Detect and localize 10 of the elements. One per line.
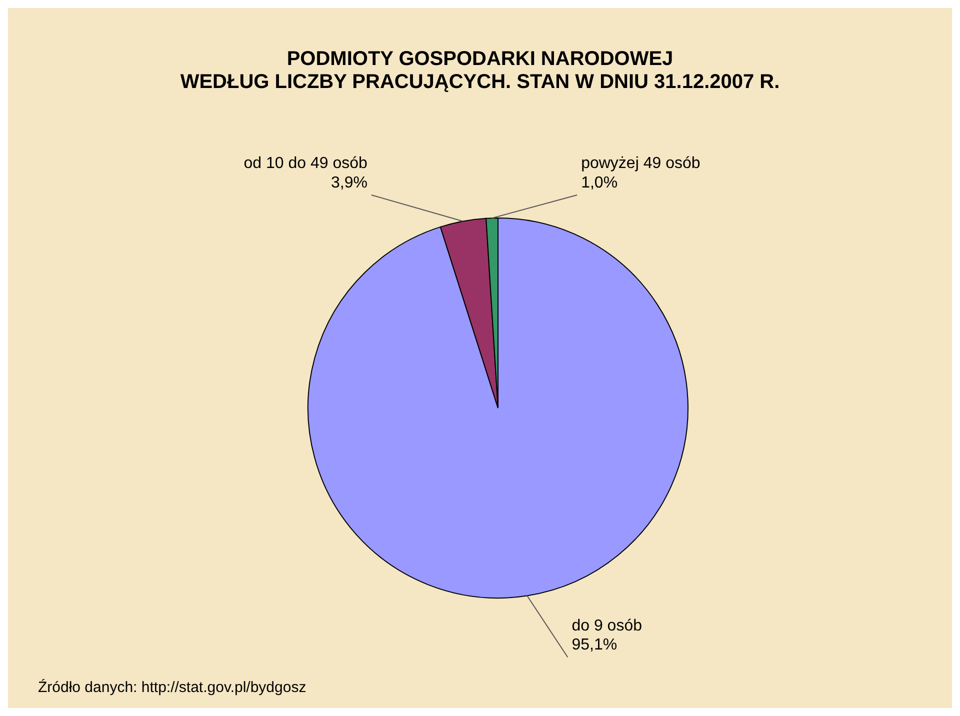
- slice-label: od 10 do 49 osób: [244, 155, 368, 172]
- data-label: 3,9%: [330, 174, 368, 192]
- chart-title: PODMIOTY GOSPODARKI NARODOWEJ: [286, 48, 674, 71]
- data-label: 95,1%: [572, 636, 618, 654]
- chart-subtitle: WEDŁUG LICZBY PRACUJĄCYCH. STAN W DNIU 31.12.2007 R.: [179, 71, 781, 94]
- slice-label: do 9 osób: [572, 617, 642, 634]
- text: Źródło danych: http://stat.gov.pl/bydgosz: [38, 679, 306, 696]
- pie-slice: [308, 218, 688, 598]
- data-label: 1,0%: [581, 174, 618, 192]
- slice-label: powyżej 49 osób: [581, 155, 700, 172]
